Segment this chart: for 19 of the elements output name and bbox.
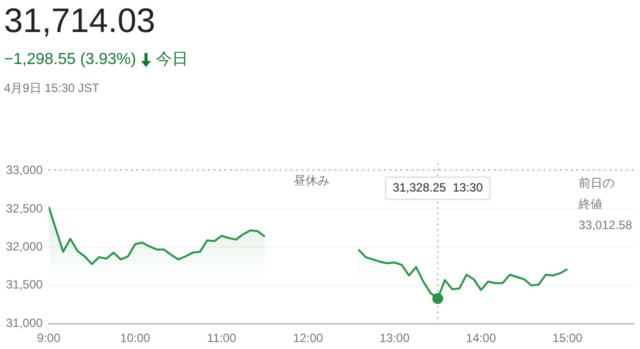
x-tick-label: 10:00 <box>120 331 150 346</box>
text: 4月9日 15:30 JST <box>4 80 100 96</box>
y-tick-label: 32,500 <box>6 201 44 216</box>
annotation: 昼休み <box>294 174 330 188</box>
x-tick-label: 14:00 <box>466 331 496 346</box>
y-tick-label: 32,000 <box>6 240 44 254</box>
chart-title: 31,714.03 <box>4 1 156 42</box>
y-tick-label: 33,000 <box>6 163 44 178</box>
y-tick-label: 31,000 <box>6 316 44 330</box>
chart-subtitle: −1,298.55 (3.93%) <box>4 50 136 70</box>
annotation: 31,328.25 13:30 <box>392 180 484 195</box>
x-tick-label: 15:00 <box>552 331 583 346</box>
x-tick-label: 12:00 <box>293 331 324 346</box>
x-tick-label: 9:00 <box>37 331 61 346</box>
y-tick-label: 31,500 <box>6 278 44 292</box>
text: 今日 <box>156 50 188 70</box>
x-tick-label: 13:00 <box>380 331 410 346</box>
ref-line-label: 前日の終値 33,012.58 <box>578 176 632 232</box>
x-tick-label: 11:00 <box>207 331 237 346</box>
